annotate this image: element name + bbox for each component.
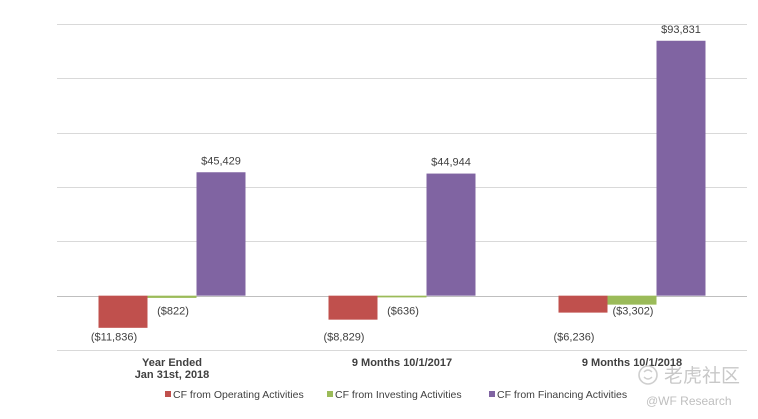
category-label: 9 Months 10/1/2017 [352,357,452,369]
bar-1-3 [558,295,608,313]
legend-label: CF from Investing Activities [335,389,462,401]
watermark-title: 老虎社区 [664,365,740,387]
category-label: 9 Months 10/1/2018 [582,357,682,369]
bar-3-2 [426,173,476,296]
data-label: ($636) [387,306,419,318]
bar-2-3 [607,295,657,305]
data-labels: ($11,836) ($822) $45,429 ($8,829) ($636) $44,… [91,24,701,344]
bar-1-2 [328,295,378,320]
data-label: $93,831 [661,24,701,36]
data-label: ($8,829) [324,332,365,344]
bar-3-1 [196,172,246,296]
legend: CF from Operating Activities CF from Inve… [165,389,627,401]
data-label: ($822) [157,306,189,318]
data-label: $44,944 [431,157,471,169]
legend-swatch [165,391,171,397]
legend-label: CF from Operating Activities [173,389,304,401]
legend-swatch [489,391,495,397]
legend-swatch [327,391,333,397]
bar-2-2 [377,295,427,298]
legend-label: CF from Financing Activities [497,389,627,401]
bar-1-1 [98,295,148,328]
bar-2-1 [147,295,197,298]
bar-3-3 [656,40,706,296]
category-label: Year Ended [142,357,202,369]
tiger-logo-icon [638,365,658,385]
watermark: 老虎社区 @WF Research [638,365,740,408]
data-label: ($3,302) [613,306,654,318]
data-label: ($11,836) [91,332,137,344]
category-label: Jan 31st, 2018 [135,369,210,381]
bars [98,40,706,328]
data-label: $45,429 [201,155,241,167]
data-label: ($6,236) [554,332,595,344]
watermark-subtitle: @WF Research [646,394,732,408]
